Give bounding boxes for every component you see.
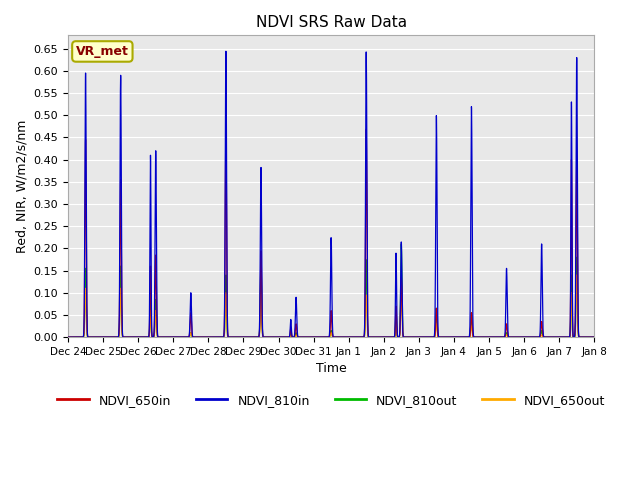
NDVI_810out bbox=[492, 334, 500, 340]
NDVI_650in bbox=[625, 334, 633, 340]
NDVI_810out bbox=[84, 334, 92, 339]
NDVI_650in bbox=[84, 333, 92, 338]
NDVI_810out bbox=[625, 334, 633, 340]
NDVI_810in bbox=[625, 334, 633, 340]
NDVI_810out bbox=[64, 334, 72, 340]
NDVI_650out bbox=[492, 334, 500, 340]
NDVI_650in bbox=[64, 334, 72, 340]
NDVI_650out bbox=[625, 334, 633, 340]
NDVI_650in bbox=[362, 126, 370, 132]
NDVI_810in bbox=[84, 333, 92, 338]
NDVI_810out bbox=[391, 330, 399, 336]
Line: NDVI_810out: NDVI_810out bbox=[68, 244, 629, 337]
NDVI_810out bbox=[597, 334, 605, 340]
Y-axis label: Red, NIR, W/m2/s/nm: Red, NIR, W/m2/s/nm bbox=[15, 120, 28, 253]
NDVI_810in bbox=[222, 48, 230, 54]
NDVI_810in bbox=[492, 334, 500, 340]
NDVI_810in bbox=[406, 334, 414, 340]
NDVI_810out bbox=[406, 334, 414, 340]
NDVI_650out bbox=[597, 334, 605, 340]
Line: NDVI_650out: NDVI_650out bbox=[68, 275, 629, 337]
X-axis label: Time: Time bbox=[316, 362, 346, 375]
Line: NDVI_810in: NDVI_810in bbox=[68, 51, 629, 337]
NDVI_650out bbox=[84, 334, 92, 340]
Line: NDVI_650in: NDVI_650in bbox=[68, 129, 629, 337]
Legend: NDVI_650in, NDVI_810in, NDVI_810out, NDVI_650out: NDVI_650in, NDVI_810in, NDVI_810out, NDV… bbox=[52, 389, 610, 412]
NDVI_650in bbox=[406, 334, 414, 340]
NDVI_650out bbox=[328, 332, 336, 338]
NDVI_650out bbox=[406, 334, 414, 340]
NDVI_810in bbox=[391, 315, 399, 321]
NDVI_810in bbox=[328, 296, 336, 301]
NDVI_650in bbox=[391, 327, 399, 333]
NDVI_650out bbox=[280, 334, 287, 340]
NDVI_650in bbox=[328, 321, 336, 327]
NDVI_650in bbox=[280, 334, 287, 340]
NDVI_650out bbox=[64, 334, 72, 340]
Text: VR_met: VR_met bbox=[76, 45, 129, 58]
Title: NDVI SRS Raw Data: NDVI SRS Raw Data bbox=[255, 15, 406, 30]
NDVI_650out bbox=[573, 272, 580, 278]
NDVI_810out bbox=[328, 331, 336, 337]
NDVI_810in bbox=[280, 334, 287, 340]
NDVI_650in bbox=[597, 334, 605, 340]
NDVI_810in bbox=[64, 334, 72, 340]
NDVI_810out bbox=[280, 334, 287, 340]
NDVI_650in bbox=[492, 334, 500, 340]
NDVI_650out bbox=[391, 332, 399, 338]
NDVI_810in bbox=[597, 334, 605, 340]
NDVI_810out bbox=[397, 241, 405, 247]
